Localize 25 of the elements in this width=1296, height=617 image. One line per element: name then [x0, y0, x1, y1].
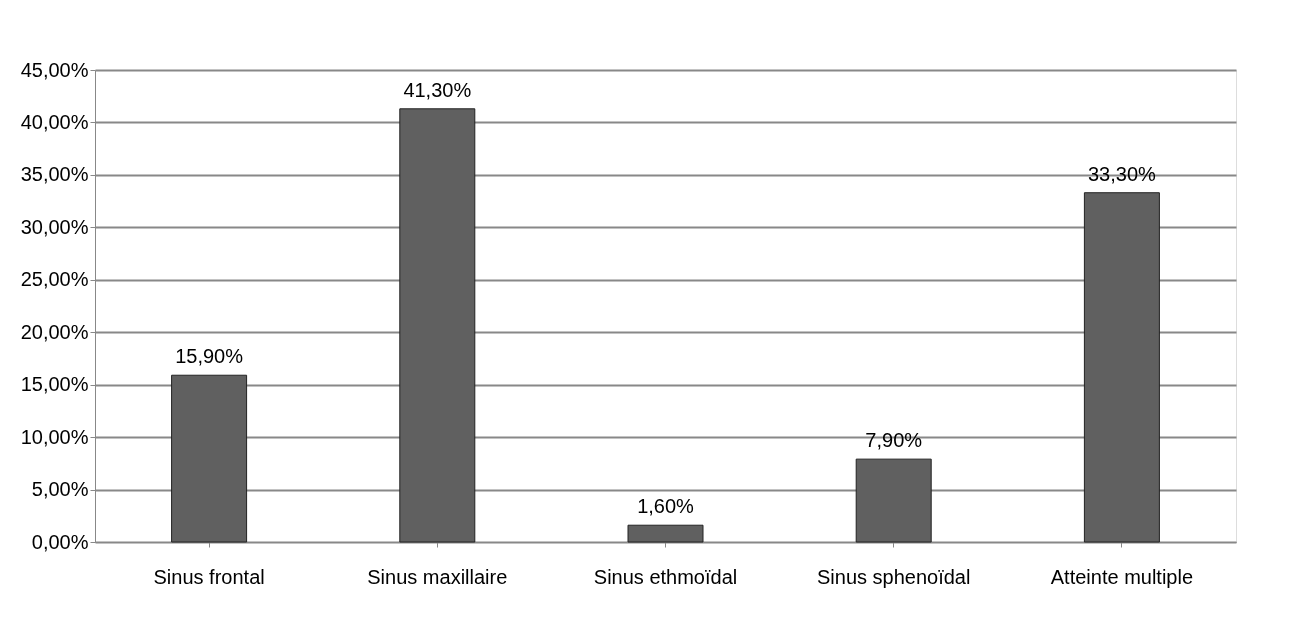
x-tick-label: Sinus sphenoïdal [816, 565, 971, 588]
y-tick-label: 10,00% [20, 425, 89, 448]
y-tick-label: 0,00% [31, 530, 89, 553]
data-label: 33,30% [1087, 162, 1157, 185]
bar [1083, 192, 1160, 543]
bar [627, 524, 704, 543]
y-tick-label: 30,00% [20, 215, 89, 238]
data-label: 1,60% [637, 495, 695, 518]
data-label: 41,30% [403, 78, 472, 101]
x-tick-label: Sinus maxillaire [367, 565, 508, 588]
x-tick-label: Sinus ethmoïdal [593, 565, 738, 588]
bar [171, 374, 248, 543]
data-label: 15,90% [175, 345, 244, 368]
y-tick-label: 15,00% [20, 373, 89, 396]
y-tick-label: 5,00% [31, 478, 89, 501]
y-tick-label: 20,00% [20, 320, 89, 343]
bar [855, 458, 932, 543]
y-tick-label: 40,00% [20, 110, 89, 133]
y-tick-label: 45,00% [20, 58, 89, 81]
x-tick-label: Atteinte multiple [1050, 565, 1194, 588]
bar [399, 108, 476, 543]
data-label: 7,90% [865, 429, 923, 452]
y-tick-label: 35,00% [20, 163, 89, 186]
y-tick-label: 25,00% [20, 268, 89, 291]
x-tick-label: Sinus frontal [153, 565, 265, 588]
